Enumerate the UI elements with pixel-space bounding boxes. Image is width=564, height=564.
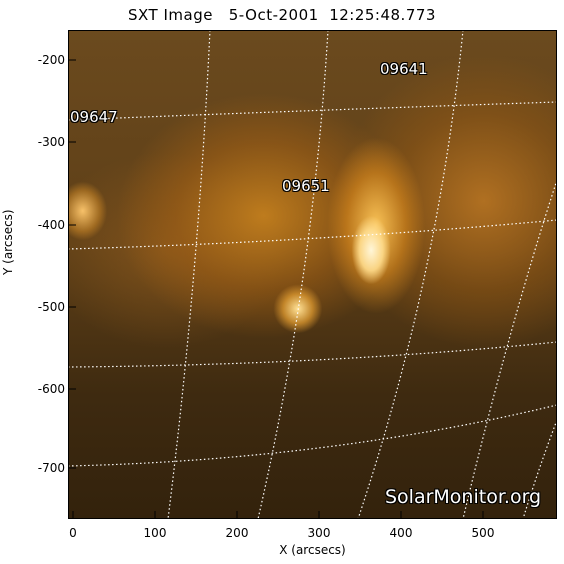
heliographic-grid xyxy=(68,30,557,519)
active-region-label: 09641 xyxy=(380,60,428,78)
active-region-label: 09651 xyxy=(282,177,330,195)
grid-longitude-line xyxy=(257,30,329,519)
grid-longitude-line xyxy=(522,419,557,519)
x-tick-label: 200 xyxy=(225,526,249,540)
image-title: SXT Image 5-Oct-2001 12:25:48.773 xyxy=(128,6,436,24)
grid-longitude-line xyxy=(357,30,464,519)
active-region-label: 09647 xyxy=(70,108,118,126)
grid-latitude-line xyxy=(68,219,557,250)
solarmonitor-watermark: SolarMonitor.org xyxy=(385,486,542,508)
x-tick-label: 400 xyxy=(389,526,413,540)
grid-latitude-line xyxy=(68,341,557,368)
grid-latitude-line xyxy=(68,101,557,121)
x-tick-label: 300 xyxy=(307,526,331,540)
y-tick-label: -700 xyxy=(37,461,65,475)
y-tick-label: -600 xyxy=(37,382,65,396)
x-axis-label: X (arcsecs) xyxy=(279,543,346,557)
y-tick-label: -500 xyxy=(37,300,65,314)
grid-longitude-line xyxy=(167,30,211,519)
x-tick-label: 0 xyxy=(69,526,77,540)
x-tick-label: 100 xyxy=(143,526,167,540)
x-tick-label: 500 xyxy=(471,526,495,540)
solar-xray-image: 09641 09647 09651 SolarMonitor.org xyxy=(68,30,557,519)
y-tick-label: -200 xyxy=(37,53,65,67)
y-tick-label: -300 xyxy=(37,135,65,149)
grid-longitude-line xyxy=(462,179,557,519)
axis-ticks xyxy=(68,59,484,519)
y-axis-label: Y (arcsecs) xyxy=(1,209,15,275)
y-tick-label: -400 xyxy=(37,218,65,232)
grid-latitude-line xyxy=(68,404,557,467)
